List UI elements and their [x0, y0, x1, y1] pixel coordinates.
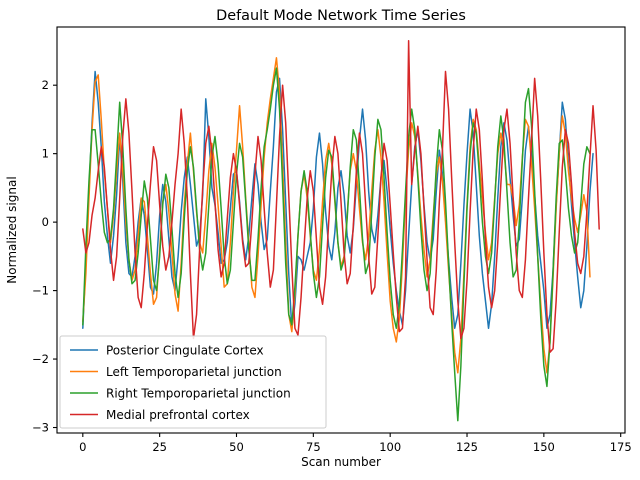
x-tick-label: 75 [306, 440, 321, 454]
series-lines [82, 39, 600, 422]
x-axis-label: Scan number [301, 455, 381, 469]
x-tick-label: 150 [533, 440, 555, 454]
x-tick-label: 100 [379, 440, 401, 454]
x-tick-label: 25 [152, 440, 167, 454]
chart-title: Default Mode Network Time Series [216, 8, 466, 24]
legend-background [59, 335, 327, 429]
legend-entry-label-1[interactable]: Left Temporoparietal junction [106, 365, 282, 379]
x-axis-ticks: 0 25 50 75 100 125 150 175 [79, 433, 632, 454]
y-tick-label: −1 [32, 284, 49, 298]
x-tick-label: 0 [79, 440, 86, 454]
x-tick-label: 125 [456, 440, 478, 454]
y-axis-ticks: −3 −2 −1 0 1 2 [32, 78, 57, 435]
x-tick-label: 175 [610, 440, 632, 454]
y-tick-label: −3 [32, 421, 49, 435]
axes-frame [56, 26, 626, 434]
y-axis-label: Normalized signal [5, 176, 19, 283]
series-line-0 [82, 70, 594, 329]
legend-entry-label-0[interactable]: Posterior Cingulate Cortex [106, 344, 264, 358]
series-line-2 [82, 67, 591, 422]
y-tick-label: 0 [42, 215, 49, 229]
y-tick-label: 2 [42, 78, 49, 92]
legend[interactable]: Posterior Cingulate Cortex Left Temporopa… [59, 335, 327, 429]
legend-entry-label-2[interactable]: Right Temporoparietal junction [106, 387, 291, 401]
y-tick-label: −2 [32, 352, 49, 366]
y-tick-label: 1 [42, 147, 49, 161]
plot-area-border [56, 26, 626, 434]
legend-entry-label-3[interactable]: Medial prefrontal cortex [106, 408, 250, 422]
x-tick-label: 50 [229, 440, 244, 454]
series-line-3 [82, 39, 600, 353]
